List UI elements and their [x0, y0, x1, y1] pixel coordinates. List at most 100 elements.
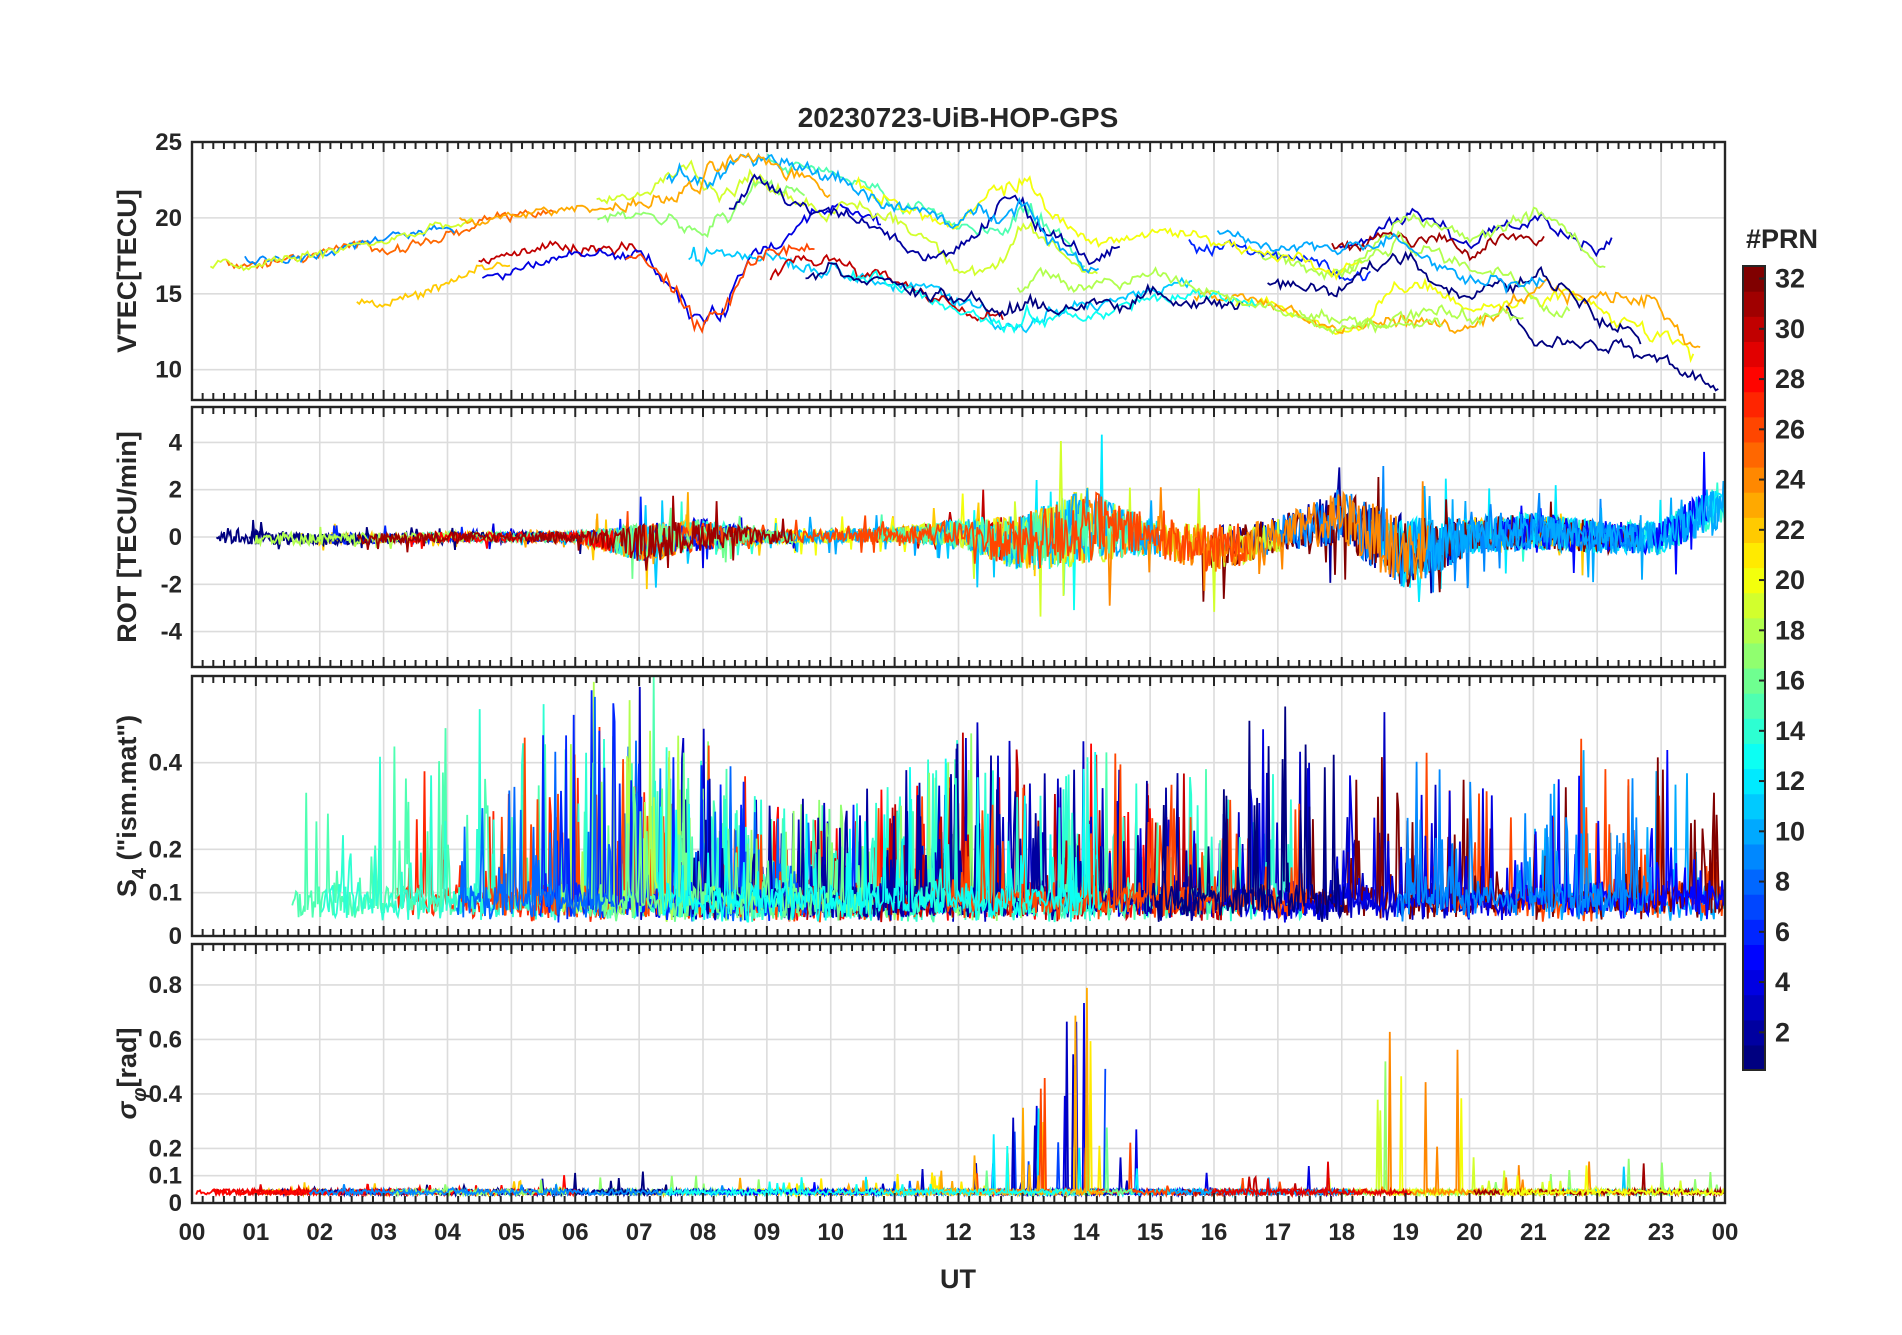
prn-31-trace	[1331, 231, 1545, 262]
colorbar-segment-prn-6	[1743, 919, 1765, 945]
colorbar-segment-prn-12	[1743, 768, 1765, 795]
x-tick-label: 12	[945, 1219, 972, 1246]
x-tick-label: 03	[370, 1219, 397, 1246]
colorbar-segment-prn-19	[1743, 592, 1765, 619]
prn-17-trace	[597, 179, 806, 239]
colorbar-tick-label: 20	[1775, 565, 1805, 595]
prn-31-trace	[356, 495, 793, 571]
x-tick-label: 00	[1712, 1219, 1739, 1246]
colorbar-segment-prn-25	[1743, 441, 1765, 468]
y-tick-label: 2	[169, 477, 182, 504]
colorbar-segment-prn-21	[1743, 542, 1765, 569]
x-axis-label: UT	[940, 1264, 976, 1294]
prn-26-trace	[625, 242, 815, 334]
prn-24-trace	[1380, 1031, 1652, 1198]
prn-19-trace	[209, 217, 475, 272]
colorbar-tick-label: 24	[1775, 465, 1805, 495]
prn-1-trace	[805, 261, 1243, 318]
colorbar-segment-prn-18	[1743, 617, 1765, 644]
x-tick-label: 08	[690, 1219, 717, 1246]
y-axis-label: ROT [TECU/min]	[112, 431, 142, 642]
y-tick-label: 0.1	[149, 880, 182, 907]
panel-1: 10 15 20 25 VTEC[TECU]	[112, 129, 1727, 402]
colorbar-segment-prn-27	[1743, 391, 1765, 418]
prn-16-trace	[465, 507, 796, 579]
prn-traces	[209, 152, 1719, 392]
y-tick-label: 0.8	[149, 972, 182, 999]
x-tick-label: 00	[179, 1219, 206, 1246]
x-tick-label: 17	[1265, 1219, 1292, 1246]
prn-10-trace	[1417, 486, 1725, 580]
colorbar-segment-prn-10	[1743, 818, 1765, 845]
colorbar-segment-prn-32	[1743, 266, 1765, 292]
colorbar-tick-label: 4	[1775, 967, 1790, 997]
x-tick-label: 01	[243, 1219, 270, 1246]
y-tick-label: -4	[161, 619, 183, 646]
colorbar-segment-prn-16	[1743, 668, 1765, 694]
y-axis-label-main: σ	[112, 1101, 142, 1120]
colorbar-tick-label: 30	[1775, 314, 1805, 344]
x-tick-label: 22	[1584, 1219, 1611, 1246]
x-tick-labels: 00 01 02 03 04 05 06 07 08 09 10 11 12 13 14 15 16 17 18 19…	[179, 1219, 1739, 1246]
colorbar-segment-prn-30	[1743, 316, 1765, 342]
prn-2-trace	[728, 173, 1121, 266]
minor-ticks	[191, 407, 1726, 667]
minor-ticks	[191, 944, 1726, 1203]
colorbar-segment-prn-1	[1743, 1044, 1765, 1071]
colorbar-tick-label: 8	[1775, 867, 1790, 897]
x-tick-label: 05	[498, 1219, 525, 1246]
minor-ticks	[191, 676, 1726, 936]
colorbar-segment-prn-5	[1743, 944, 1765, 971]
prn-19-trace	[1293, 1099, 1701, 1198]
prn-traces	[291, 676, 1725, 923]
prn-20-trace	[855, 175, 1363, 281]
y-tick-label: 25	[155, 129, 182, 156]
prn-3-trace	[1337, 207, 1613, 258]
grid	[191, 944, 1726, 1204]
y-tick-label: 0	[169, 1190, 182, 1217]
x-tick-label: 04	[434, 1219, 461, 1246]
colorbar-tick-label: 12	[1775, 766, 1805, 796]
y-axis-label-sub: φ	[129, 1088, 151, 1102]
y-tick-label: -2	[161, 571, 182, 598]
prn-4-trace	[481, 203, 882, 325]
x-tick-label: 18	[1328, 1219, 1355, 1246]
colorbar-tick-label: 28	[1775, 364, 1805, 394]
x-tick-label: 19	[1392, 1219, 1419, 1246]
colorbar-segment-prn-20	[1743, 567, 1765, 594]
x-tick-label: 02	[306, 1219, 333, 1246]
prn-18-trace	[1298, 309, 1443, 335]
x-tick-label: 20	[1456, 1219, 1483, 1246]
chart-title: 20230723-UiB-HOP-GPS	[798, 102, 1119, 133]
prn-18-trace	[1334, 230, 1571, 319]
y-tick-label: 0.1	[149, 1163, 182, 1190]
colorbar-segment-prn-28	[1743, 366, 1765, 393]
colorbar-tick-label: 6	[1775, 917, 1790, 947]
y-tick-label: 0.6	[149, 1026, 182, 1053]
colorbar-segment-prn-14	[1743, 718, 1765, 744]
prn-30-trace	[478, 240, 640, 265]
prn-29-trace	[1210, 1161, 1412, 1199]
y-tick-label: 0.2	[149, 1135, 182, 1162]
prn-4-trace	[1022, 1002, 1341, 1198]
x-tick-label: 15	[1137, 1219, 1164, 1246]
y-tick-label: 15	[155, 281, 182, 308]
y-axis-label-sub: 4	[129, 867, 151, 879]
prn-14-trace	[1501, 482, 1725, 562]
prn-23-trace	[1193, 277, 1701, 349]
prn-10-trace	[1216, 229, 1545, 295]
colorbar-segment-prn-11	[1743, 793, 1765, 820]
y-tick-label: 0.4	[149, 750, 183, 777]
colorbar-segment-prn-15	[1743, 693, 1765, 719]
colorbar-segment-prn-29	[1743, 341, 1765, 368]
colorbar-tick-label: 22	[1775, 515, 1805, 545]
prn-22-trace	[356, 261, 511, 309]
panel-3: 00.10.20.4S4 ("ism.mat")	[112, 674, 1727, 950]
colorbar-tick-label: 10	[1775, 816, 1805, 846]
prn-1-trace	[1505, 305, 1719, 392]
prn-16-trace	[929, 1104, 1134, 1198]
panel-4: 00.10.2 0.4 0.6 0.8 σφ[rad]	[112, 942, 1727, 1217]
prn-23-trace	[458, 152, 831, 227]
prn-30-trace	[769, 253, 1004, 322]
